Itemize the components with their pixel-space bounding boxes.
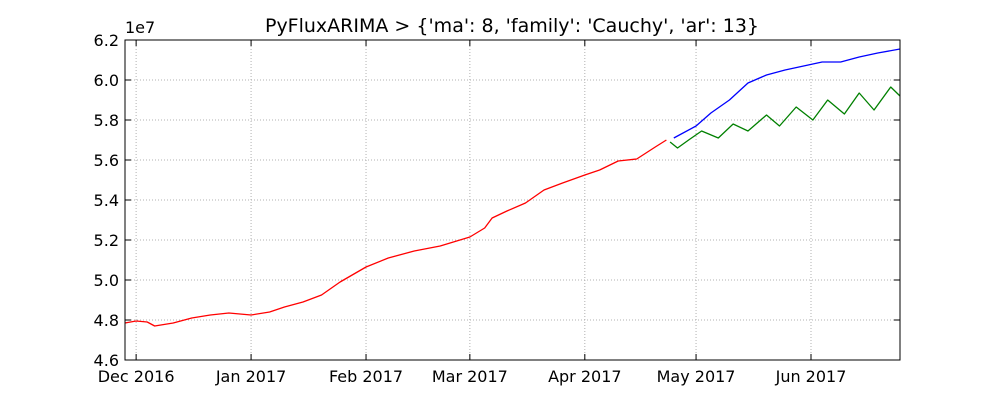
y-tick-label: 5.2	[94, 231, 119, 250]
offset-label: 1e7	[125, 18, 155, 37]
y-tick-label: 5.6	[94, 151, 119, 170]
plot-frame	[124, 39, 901, 361]
x-tick-label: Apr 2017	[548, 367, 621, 386]
y-tick-label: 4.8	[94, 311, 119, 330]
y-tick-label: 4.6	[94, 351, 119, 370]
series-line	[669, 86, 901, 149]
y-tick-label: 5.0	[94, 271, 119, 290]
series-line	[124, 139, 667, 327]
x-tick-label: Jan 2017	[215, 367, 286, 386]
x-tick-label: Jun 2017	[775, 367, 847, 386]
x-tick-label: May 2017	[657, 367, 736, 386]
x-tick-label: Feb 2017	[329, 367, 403, 386]
chart-title: PyFluxARIMA > {'ma': 8, 'family': 'Cauch…	[265, 15, 759, 37]
series-line	[673, 48, 901, 139]
y-tick-label: 5.4	[94, 191, 119, 210]
x-tick-label: Mar 2017	[432, 367, 508, 386]
y-tick-label: 6.0	[94, 71, 119, 90]
y-tick-label: 5.8	[94, 111, 119, 130]
y-tick-label: 6.2	[94, 31, 119, 50]
x-tick-label: Dec 2016	[98, 367, 175, 386]
